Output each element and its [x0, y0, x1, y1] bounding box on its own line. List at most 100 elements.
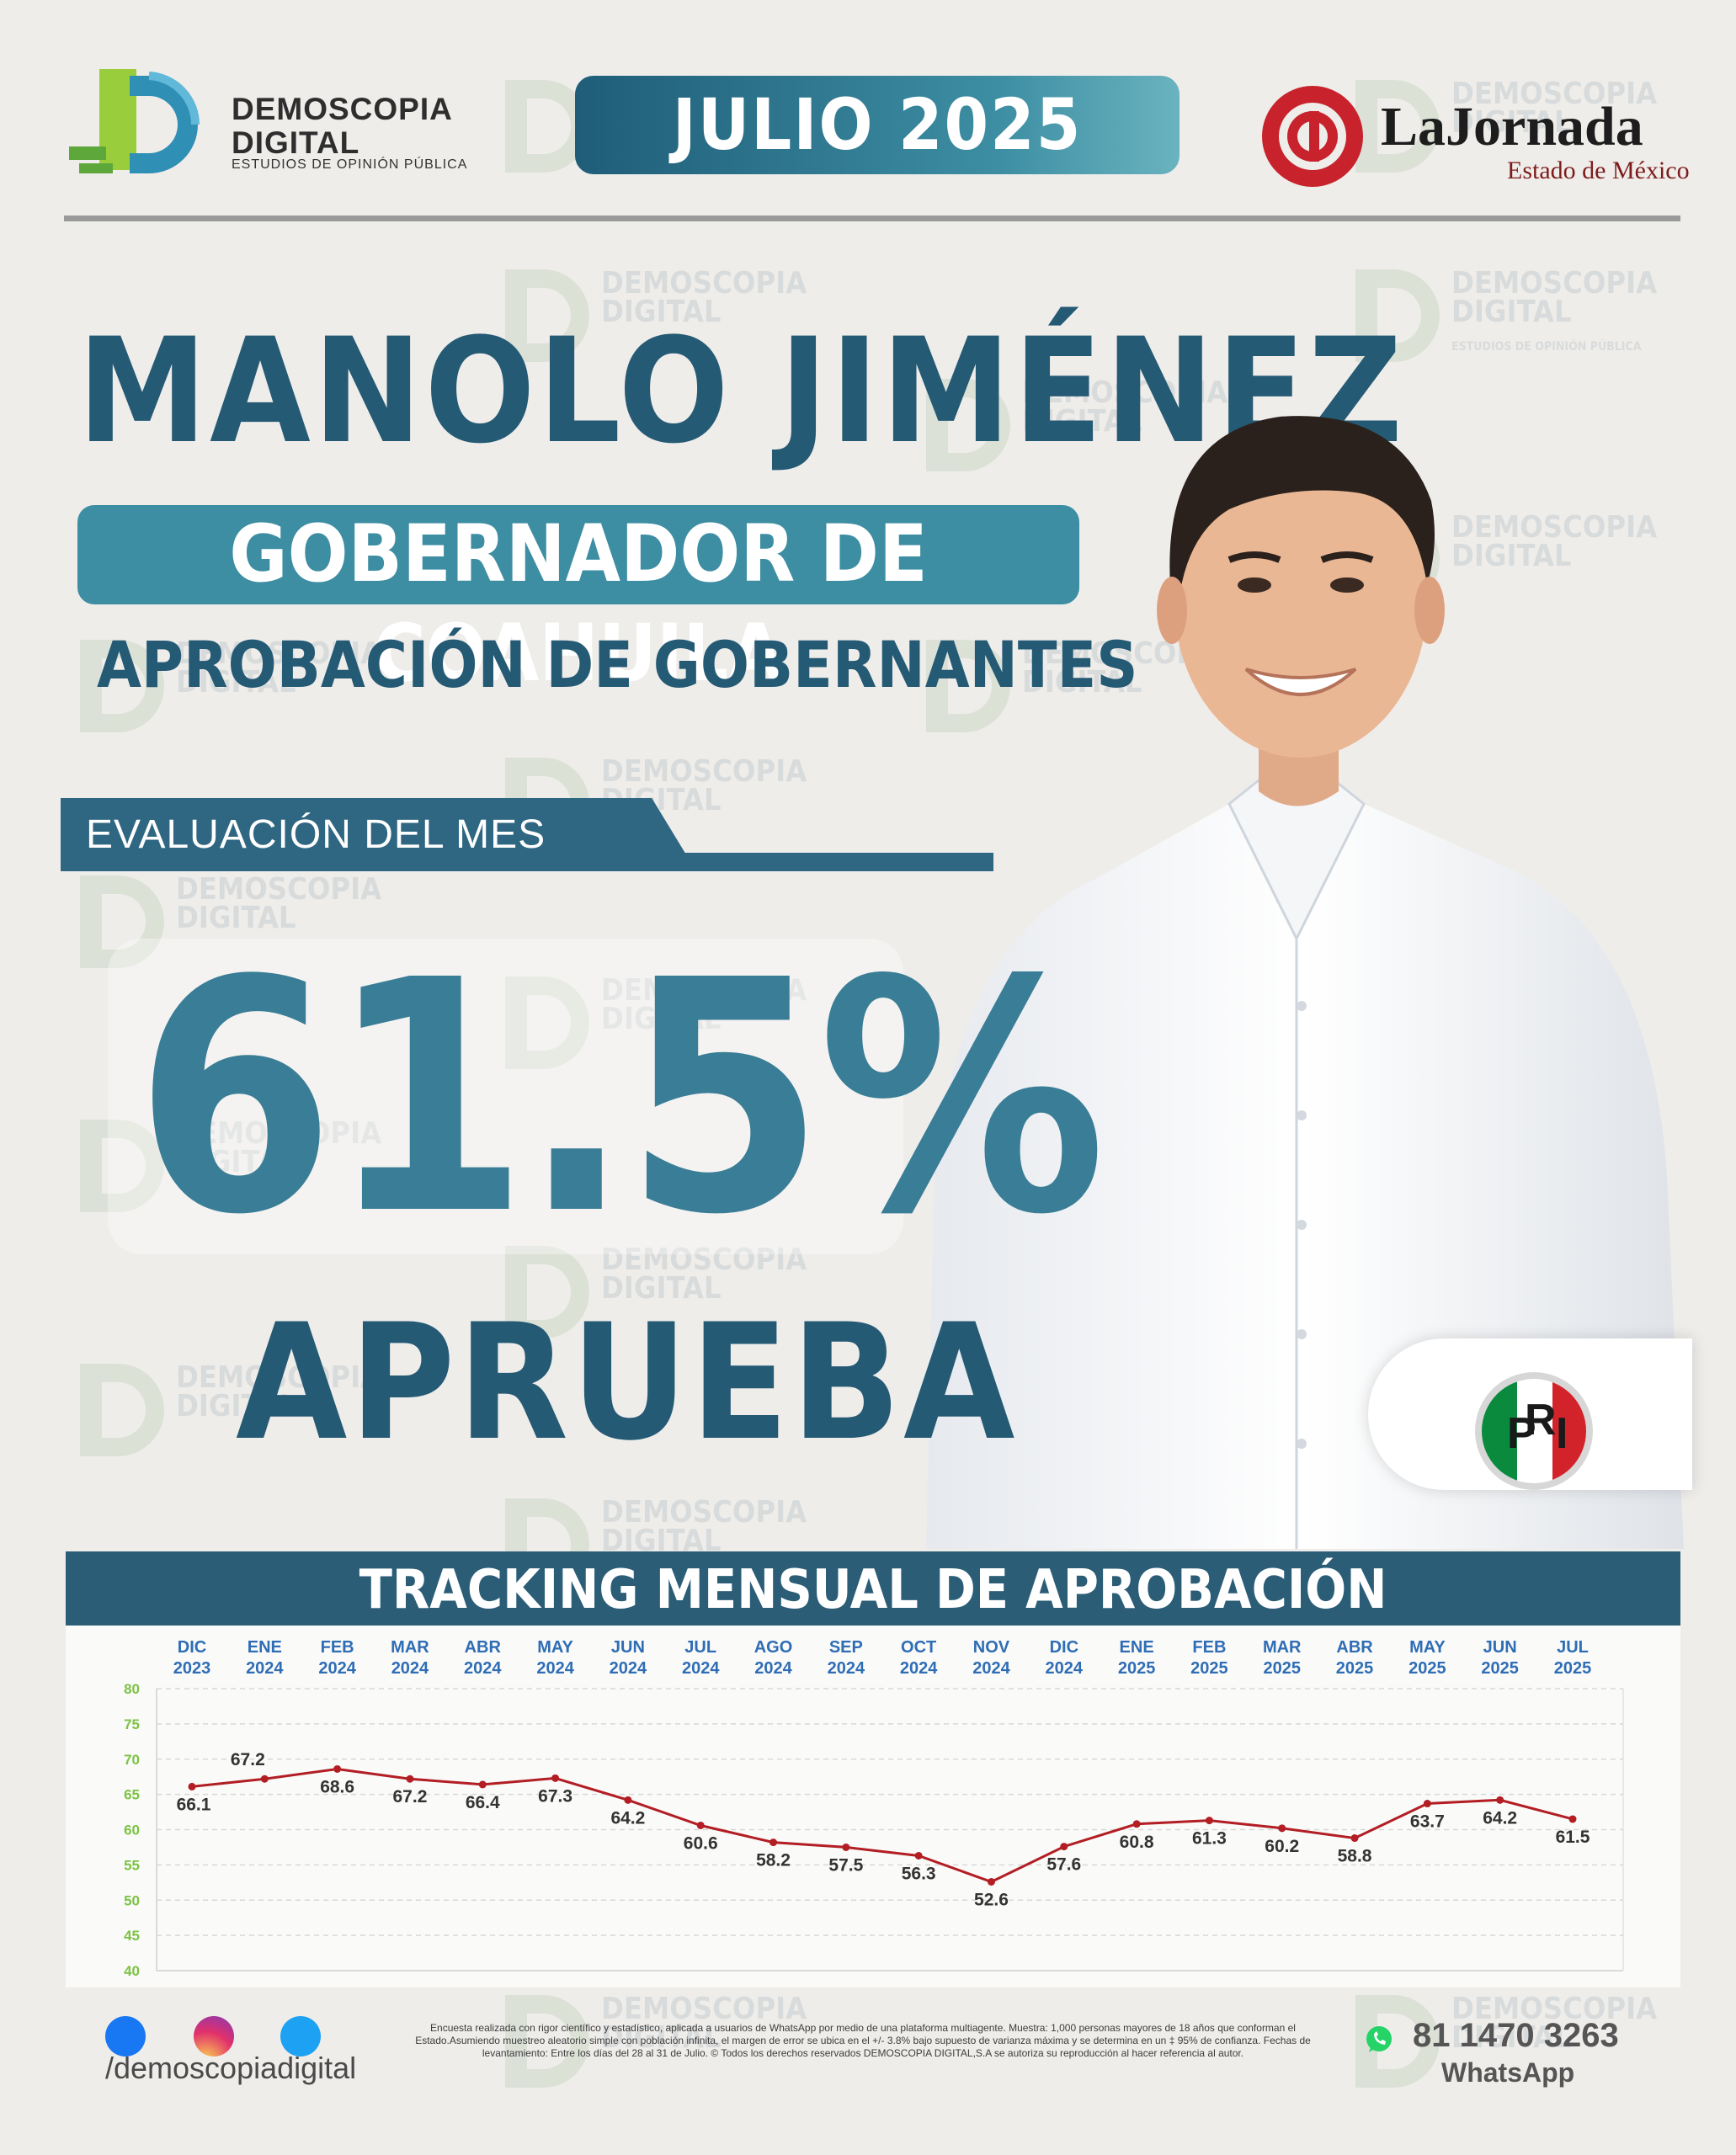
x-category-month: JUL — [684, 1638, 716, 1657]
y-tick-label: 40 — [124, 1963, 140, 1979]
data-point — [1350, 1834, 1359, 1843]
x-category-year: 2024 — [754, 1659, 792, 1678]
methodology-note: Encuesta realizada con rigor científico … — [415, 2022, 1311, 2059]
data-point — [987, 1877, 995, 1886]
x-category-month: MAY — [1409, 1638, 1446, 1657]
x-category-month: ABR — [465, 1638, 502, 1657]
x-category-month: FEB — [321, 1638, 354, 1657]
data-point — [1423, 1800, 1431, 1808]
demoscopia-logo-icon — [69, 69, 200, 173]
data-point — [1205, 1817, 1213, 1825]
x-category-month: ABR — [1336, 1638, 1373, 1657]
y-tick-label: 45 — [124, 1928, 140, 1944]
brand-name: DEMOSCOPIA DIGITAL — [232, 93, 453, 160]
data-label: 60.8 — [1120, 1833, 1154, 1852]
data-label: 61.3 — [1192, 1829, 1227, 1849]
x-category-year: 2024 — [610, 1659, 647, 1678]
facebook-icon[interactable] — [105, 2016, 146, 2057]
data-point — [551, 1774, 560, 1782]
jornada-region: Estado de México — [1507, 157, 1690, 184]
data-point — [696, 1821, 705, 1829]
x-category-month: JUL — [1557, 1638, 1589, 1657]
x-category-year: 2024 — [246, 1659, 284, 1678]
jornada-name: LaJornada — [1381, 96, 1643, 157]
x-category-year: 2025 — [1190, 1659, 1228, 1678]
x-category-year: 2024 — [682, 1659, 720, 1678]
x-category-year: 2024 — [536, 1659, 574, 1678]
x-category-year: 2024 — [464, 1659, 502, 1678]
data-label: 57.6 — [1046, 1855, 1081, 1875]
y-tick-label: 65 — [124, 1787, 140, 1803]
brand-tagline: ESTUDIOS DE OPINIÓN PÚBLICA — [232, 157, 468, 172]
data-point — [333, 1764, 342, 1773]
data-label: 66.4 — [466, 1793, 500, 1812]
x-category-month: DIC — [1050, 1638, 1078, 1657]
x-category-year: 2024 — [828, 1659, 865, 1678]
data-point — [1278, 1824, 1286, 1833]
data-label: 68.6 — [320, 1777, 354, 1796]
x-category-year: 2025 — [1481, 1659, 1519, 1678]
pri-letter-r: R — [1525, 1396, 1557, 1445]
twitter-icon[interactable] — [280, 2016, 321, 2057]
pri-letter-p: P — [1507, 1409, 1536, 1458]
y-tick-label: 50 — [124, 1892, 140, 1908]
data-label: 64.2 — [610, 1808, 645, 1828]
instagram-icon[interactable] — [194, 2016, 234, 2057]
data-label: 66.1 — [177, 1795, 211, 1814]
phone-number[interactable]: 81 1470 3263 — [1413, 2017, 1619, 2054]
evaluation-rule — [674, 853, 993, 871]
data-point — [188, 1782, 196, 1791]
x-category-year: 2025 — [1554, 1659, 1592, 1678]
data-label: 67.3 — [538, 1786, 572, 1806]
x-category-year: 2023 — [173, 1659, 211, 1678]
social-handle[interactable]: /demoscopiadigital — [105, 2051, 357, 2085]
whatsapp-icon — [1366, 2026, 1392, 2052]
data-point — [842, 1843, 850, 1851]
y-tick-label: 60 — [124, 1822, 140, 1838]
data-label: 64.2 — [1483, 1808, 1517, 1828]
pri-letter-i: I — [1556, 1409, 1568, 1458]
x-category-month: FEB — [1192, 1638, 1226, 1657]
data-point — [1496, 1796, 1504, 1804]
x-category-month: ENE — [1120, 1638, 1154, 1657]
approval-verdict: APRUEBA — [236, 1290, 1018, 1476]
pri-logo-icon: P R I — [1475, 1372, 1593, 1490]
x-category-month: OCT — [901, 1638, 936, 1657]
data-point — [478, 1780, 487, 1789]
x-category-year: 2025 — [1263, 1659, 1301, 1678]
header-divider — [64, 216, 1680, 221]
x-category-year: 2024 — [972, 1659, 1010, 1678]
data-label: 63.7 — [1410, 1812, 1445, 1832]
role-badge: GOBERNADOR DE COAHUILA — [77, 505, 1079, 700]
x-category-year: 2025 — [1409, 1659, 1446, 1678]
data-point — [769, 1838, 778, 1847]
evaluation-label: EVALUACIÓN DEL MES — [61, 798, 696, 871]
x-category-year: 2024 — [1046, 1659, 1084, 1678]
jornada-sun-icon — [1262, 86, 1363, 187]
x-category-year: 2024 — [318, 1659, 356, 1678]
y-tick-label: 80 — [124, 1681, 140, 1697]
y-tick-label: 55 — [124, 1857, 140, 1873]
score-panel — [108, 939, 903, 1254]
approval-score: 61.5% — [135, 912, 1106, 1285]
data-label: 52.6 — [974, 1890, 1009, 1909]
x-category-year: 2025 — [1336, 1659, 1374, 1678]
brand-name-line2: DIGITAL — [232, 125, 360, 160]
y-tick-label: 75 — [124, 1716, 140, 1732]
line-chart: 80 75 70 65 60 55 50 45 40 DIC 2023 ENE 2024 FEB 2024 M… — [66, 1626, 1680, 1987]
x-category-month: JUN — [1483, 1638, 1517, 1657]
data-point — [914, 1851, 923, 1860]
data-point — [624, 1796, 632, 1804]
x-category-year: 2025 — [1118, 1659, 1156, 1678]
x-category-month: NOV — [973, 1638, 1010, 1657]
x-category-month: DIC — [178, 1638, 206, 1657]
brand-name-line1: DEMOSCOPIA — [232, 92, 453, 126]
politician-name: MANOLO JIMÉNEZ — [77, 306, 1405, 476]
data-label: 67.2 — [231, 1750, 265, 1769]
x-category-month: MAR — [391, 1638, 429, 1657]
chart-title: TRACKING MENSUAL DE APROBACIÓN — [359, 1559, 1387, 1621]
x-category-year: 2024 — [900, 1659, 938, 1678]
x-category-month: MAR — [1263, 1638, 1302, 1657]
x-category-year: 2024 — [391, 1659, 429, 1678]
series-line — [191, 1767, 1574, 1884]
